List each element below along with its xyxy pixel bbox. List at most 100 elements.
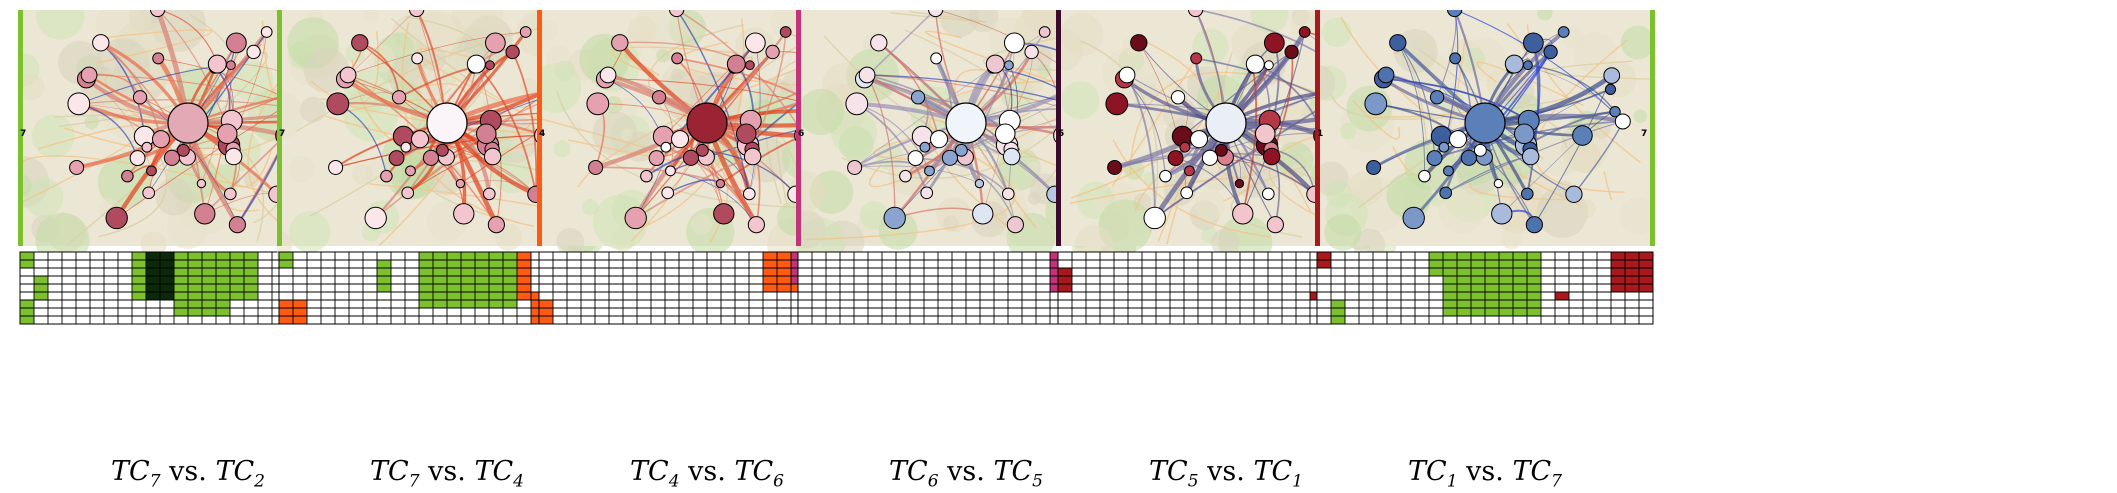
network-node (455, 178, 466, 189)
network-node (1184, 165, 1195, 177)
central-node (426, 102, 468, 144)
network-node (1443, 165, 1454, 177)
left-cluster-index: 7 (408, 471, 420, 492)
grid-cell (447, 300, 461, 308)
network-node (223, 187, 237, 201)
grid-cell (216, 268, 230, 276)
central-node (945, 102, 987, 144)
network-node (1493, 178, 1504, 189)
network-node (1261, 187, 1275, 201)
edge (347, 74, 498, 226)
comparison-panel: 72 TC7 vs. TC2 (18, 10, 358, 491)
network-node (69, 159, 85, 176)
network-node (1520, 187, 1534, 201)
grid-cell (777, 284, 791, 292)
network-node (747, 216, 765, 234)
network-node (410, 130, 430, 149)
grid-cell (517, 260, 531, 268)
network-node (985, 54, 1005, 74)
network-node (149, 10, 166, 18)
grid-cell (419, 252, 433, 260)
network-node (411, 52, 424, 65)
grid-cell (377, 284, 391, 292)
edge (1397, 42, 1425, 177)
network-node (1038, 26, 1051, 38)
grid-cell (1485, 284, 1499, 292)
grid-cell (160, 292, 174, 300)
grid-cell (1443, 260, 1457, 268)
right-cluster-index: 1 (1292, 471, 1303, 492)
left-cluster-index: 6 (927, 471, 939, 492)
grid-cell (503, 252, 517, 260)
panel-caption: TC7 vs. TC2 (18, 456, 358, 491)
network-node (744, 32, 766, 54)
network-node (624, 206, 647, 230)
grid-cell (146, 252, 160, 260)
network-node (1201, 149, 1219, 166)
right-tick-label: 7 (1641, 129, 1647, 139)
panel-graphic: 72 (18, 10, 358, 325)
grid-cell (517, 268, 531, 276)
grid-cell (531, 308, 545, 316)
grid-cell (503, 276, 517, 284)
network-node (927, 10, 944, 18)
network-node (1234, 178, 1245, 189)
network-node (405, 165, 416, 177)
grid-cell (447, 268, 461, 276)
network-node (141, 141, 153, 153)
grid-cell (539, 300, 553, 308)
left-color-bar (18, 10, 23, 246)
grid-cell (1513, 292, 1527, 300)
grid-cell (188, 260, 202, 268)
grid-cell (146, 284, 160, 292)
grid-cell (1639, 268, 1653, 276)
network-node (1130, 34, 1148, 52)
grid-cell (1499, 268, 1513, 276)
grid-cell (244, 268, 258, 276)
edge (1242, 31, 1306, 215)
versus-label: vs. (428, 456, 466, 487)
grid-cell (1050, 284, 1064, 292)
grid-cell (1429, 268, 1443, 276)
grid-cell (1331, 308, 1345, 316)
network-node (1439, 186, 1453, 200)
edge (335, 134, 545, 169)
grid-cell (1050, 252, 1064, 260)
grid-cell (1611, 252, 1625, 260)
grid-cell (447, 292, 461, 300)
grid-cell (146, 260, 160, 268)
network-node (163, 149, 181, 166)
left-tick-label: 5 (1058, 129, 1064, 139)
grid-cell (1513, 284, 1527, 292)
grid-cell (1471, 260, 1485, 268)
grid-cell (377, 268, 391, 276)
grid-cell (433, 252, 447, 260)
network-node (475, 123, 497, 145)
edge (1182, 51, 1292, 137)
grid-cell (503, 268, 517, 276)
right-color-bar (1650, 10, 1655, 246)
network-node (194, 203, 216, 225)
grid-cell (1513, 260, 1527, 268)
grid-cell (34, 284, 48, 292)
grid-cell (20, 300, 34, 308)
network-node (132, 90, 148, 105)
grid-cell (188, 276, 202, 284)
grid-cell (1625, 252, 1639, 260)
grid-cell (1639, 276, 1653, 284)
grid-cell (461, 300, 475, 308)
grid-cell (1443, 292, 1457, 300)
panel-caption: TC6 vs. TC5 (796, 456, 1136, 491)
grid-cell (230, 260, 244, 268)
network-node (910, 90, 926, 105)
grid-cell (1527, 268, 1541, 276)
right-cluster-index: 6 (773, 471, 784, 492)
grid-cell (503, 284, 517, 292)
grid-cell (244, 292, 258, 300)
grid-cell (1471, 308, 1485, 316)
grid-cell (279, 260, 293, 268)
grid-cell (230, 252, 244, 260)
grid-cell (777, 252, 791, 260)
grid-cell (1457, 260, 1471, 268)
